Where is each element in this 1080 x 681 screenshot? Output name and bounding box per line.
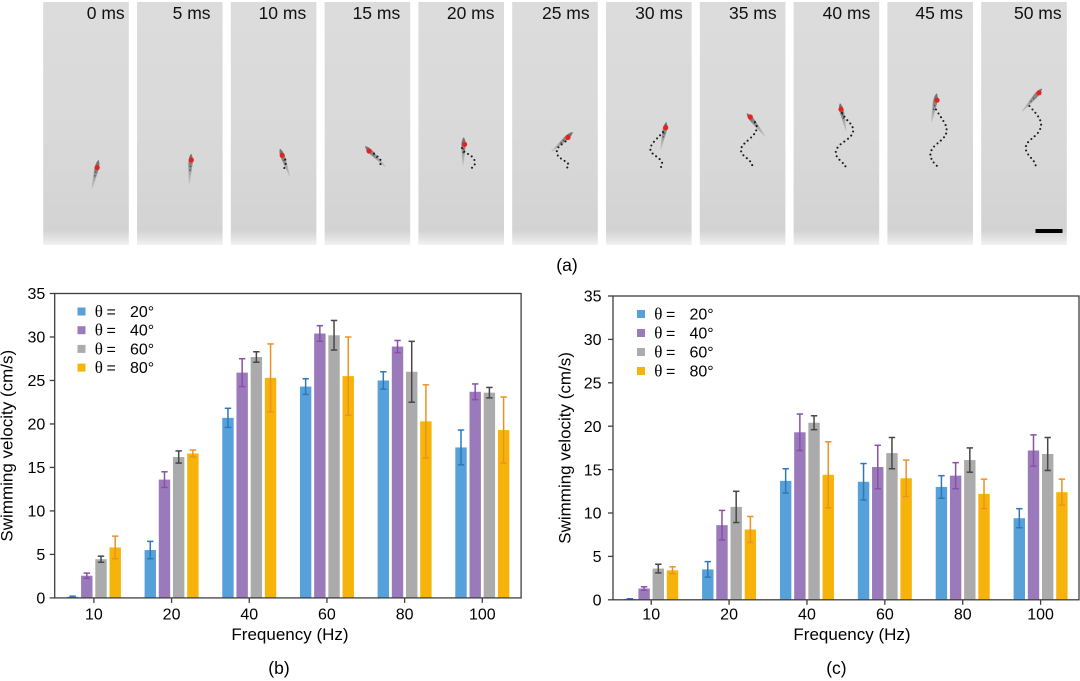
svg-text:5: 5 [593, 549, 602, 566]
svg-text:30: 30 [584, 332, 602, 349]
svg-text:30 ms: 30 ms [635, 3, 683, 23]
svg-text:40: 40 [798, 607, 816, 624]
svg-text:35: 35 [28, 286, 46, 303]
svg-text:45 ms: 45 ms [915, 3, 963, 23]
svg-text:θ=80°: θ = 80° [654, 362, 714, 381]
svg-text:(b): (b) [268, 658, 289, 678]
svg-text:θ=60°: θ = 60° [654, 343, 714, 362]
svg-text:25: 25 [28, 373, 46, 390]
svg-text:θ=20°: θ = 20° [654, 305, 714, 324]
svg-text:80: 80 [954, 607, 972, 624]
svg-text:100: 100 [1027, 607, 1054, 624]
svg-text:35 ms: 35 ms [729, 3, 777, 23]
svg-text:15: 15 [584, 462, 602, 479]
svg-text:10: 10 [642, 607, 660, 624]
svg-text:20: 20 [720, 607, 738, 624]
svg-text:θ=40°: θ = 40° [95, 321, 155, 340]
svg-text:20 ms: 20 ms [447, 3, 495, 23]
svg-text:(c): (c) [826, 658, 846, 678]
svg-text:θ=80°: θ = 80° [95, 358, 155, 377]
svg-text:0: 0 [36, 591, 45, 608]
svg-text:80: 80 [396, 607, 414, 624]
svg-text:40 ms: 40 ms [823, 3, 871, 23]
svg-text:Swimming velocity (cm/s): Swimming velocity (cm/s) [556, 352, 575, 544]
svg-text:10: 10 [584, 506, 602, 523]
svg-text:θ=60°: θ = 60° [95, 339, 155, 358]
svg-text:(a): (a) [556, 255, 577, 275]
svg-text:25: 25 [584, 376, 602, 393]
svg-text:100: 100 [469, 607, 496, 624]
svg-text:θ=20°: θ = 20° [95, 302, 155, 321]
svg-text:5 ms: 5 ms [173, 3, 211, 23]
svg-text:50 ms: 50 ms [1014, 3, 1062, 23]
svg-text:Frequency (Hz): Frequency (Hz) [231, 625, 348, 644]
svg-text:Frequency (Hz): Frequency (Hz) [793, 625, 910, 644]
svg-text:25 ms: 25 ms [542, 3, 590, 23]
svg-text:0 ms: 0 ms [87, 3, 125, 23]
svg-text:0: 0 [593, 593, 602, 610]
svg-text:30: 30 [28, 330, 46, 347]
svg-text:15: 15 [28, 460, 46, 477]
svg-text:10: 10 [28, 504, 46, 521]
svg-text:Swimming velocity (cm/s): Swimming velocity (cm/s) [0, 350, 17, 542]
svg-text:40: 40 [240, 607, 258, 624]
svg-text:35: 35 [584, 289, 602, 306]
svg-text:15 ms: 15 ms [353, 3, 401, 23]
svg-text:10 ms: 10 ms [259, 3, 307, 23]
svg-text:10: 10 [85, 607, 103, 624]
svg-text:60: 60 [318, 607, 336, 624]
svg-text:60: 60 [876, 607, 894, 624]
svg-text:θ=40°: θ = 40° [654, 324, 714, 343]
svg-text:20: 20 [163, 607, 181, 624]
svg-text:20: 20 [584, 419, 602, 436]
svg-text:20: 20 [28, 417, 46, 434]
svg-text:5: 5 [36, 547, 45, 564]
